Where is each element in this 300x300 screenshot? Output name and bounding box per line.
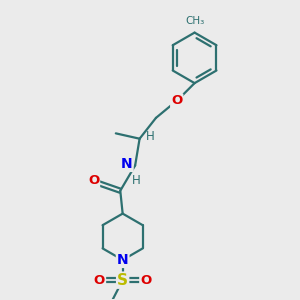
Text: N: N <box>117 253 128 267</box>
Text: CH₃: CH₃ <box>185 16 204 26</box>
Text: O: O <box>88 174 99 188</box>
Text: O: O <box>94 274 105 287</box>
Text: S: S <box>117 273 128 288</box>
Text: H: H <box>132 174 141 187</box>
Text: O: O <box>140 274 152 287</box>
Text: O: O <box>171 94 182 107</box>
Text: H: H <box>146 130 155 143</box>
Text: N: N <box>121 157 133 171</box>
